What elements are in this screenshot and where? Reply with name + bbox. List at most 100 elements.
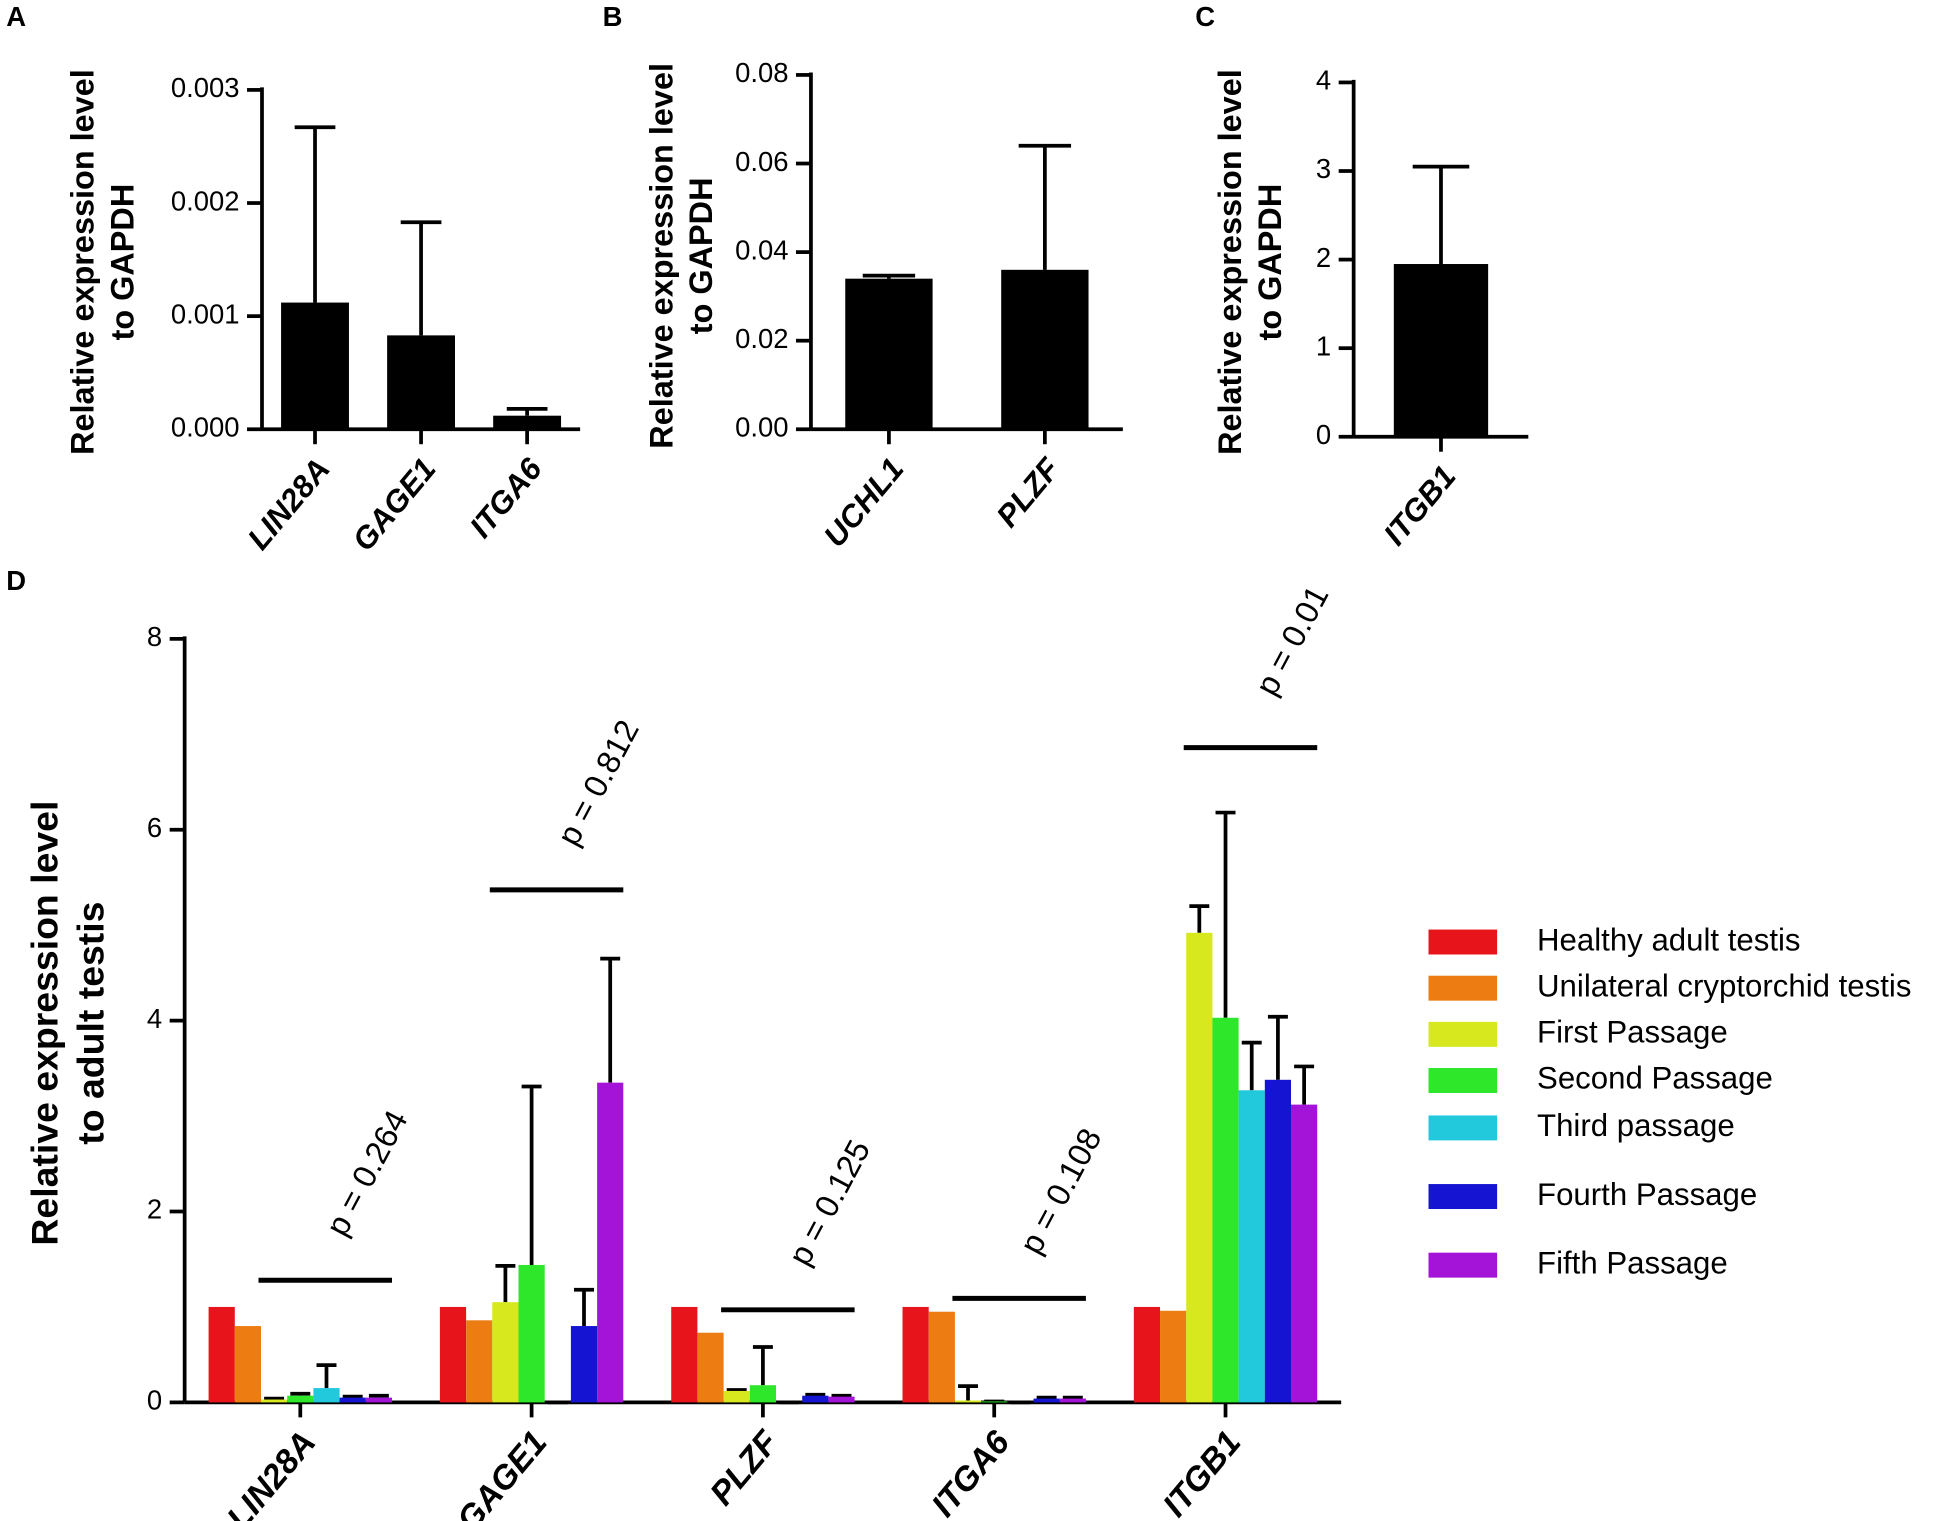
bar — [339, 1397, 366, 1403]
x-tick-label: UCHL1 — [817, 451, 911, 553]
bar — [1238, 1090, 1265, 1403]
panel-label: B — [603, 1, 623, 32]
x-tick-label: ITGA6 — [925, 1424, 1017, 1521]
panel-label: C — [1195, 1, 1215, 32]
bar — [493, 415, 562, 430]
x-tick-label: ITGA6 — [463, 451, 549, 544]
bar — [570, 1326, 598, 1403]
x-tick-label: ITGB1 — [1377, 459, 1463, 552]
bar — [466, 1320, 493, 1403]
panel-label: A — [6, 1, 26, 32]
y-axis-label: to adult testis — [69, 902, 111, 1145]
y-axis-label: to GAPDH — [683, 177, 719, 334]
bar — [828, 1396, 855, 1403]
bar — [234, 1326, 261, 1403]
legend-swatch — [1428, 929, 1498, 955]
legend-label: Second Passage — [1537, 1061, 1773, 1096]
legend-label: Fifth Passage — [1537, 1245, 1728, 1280]
bar — [697, 1332, 724, 1403]
bar — [492, 1302, 519, 1403]
x-tick-label: LIN28A — [241, 451, 337, 556]
bar — [928, 1311, 955, 1403]
legend-label: Healthy adult testis — [1537, 922, 1800, 957]
legend-swatch — [1428, 1184, 1498, 1210]
bar — [313, 1388, 340, 1403]
bar — [749, 1385, 777, 1403]
y-axis-label: to GAPDH — [1252, 184, 1288, 341]
legend-swatch — [1428, 1068, 1498, 1093]
bar — [723, 1390, 750, 1403]
x-tick-label: PLZF — [703, 1423, 786, 1512]
y-tick-label: 1 — [1316, 330, 1331, 361]
bar — [287, 1395, 314, 1403]
bar — [208, 1306, 235, 1403]
bar — [1001, 269, 1089, 430]
x-tick-label: LIN28A — [220, 1424, 323, 1521]
y-axis-label: to GAPDH — [104, 184, 140, 341]
y-tick-label: 4 — [147, 1003, 162, 1034]
x-tick-label: GAGE1 — [346, 451, 443, 557]
bar — [1133, 1306, 1161, 1403]
p-value: p = 0.264 — [319, 1104, 415, 1241]
legend-swatch — [1428, 975, 1498, 1001]
legend-label: Third passage — [1537, 1108, 1735, 1143]
y-tick-label: 0.04 — [735, 234, 788, 265]
bar — [1212, 1017, 1239, 1403]
bar — [1393, 264, 1489, 437]
p-value: p = 0.108 — [1013, 1123, 1109, 1260]
bar — [1186, 932, 1213, 1403]
bar — [902, 1306, 929, 1403]
y-tick-label: 0.002 — [171, 185, 240, 216]
bar — [954, 1400, 982, 1403]
y-tick-label: 0 — [1316, 419, 1331, 450]
y-axis-label: Relative expression level — [643, 63, 679, 449]
p-value: p = 0.125 — [782, 1134, 878, 1271]
y-tick-label: 0.08 — [735, 57, 788, 88]
p-value: p = 0.01 — [1248, 580, 1335, 701]
bar — [387, 335, 455, 430]
y-tick-label: 0 — [147, 1385, 162, 1416]
y-tick-label: 6 — [147, 812, 162, 843]
bar — [597, 1082, 624, 1403]
legend-label: Fourth Passage — [1537, 1177, 1757, 1212]
bar — [281, 302, 349, 430]
y-tick-label: 2 — [147, 1194, 162, 1225]
y-tick-label: 0.000 — [171, 412, 240, 443]
bar — [260, 1399, 288, 1403]
y-tick-label: 3 — [1316, 153, 1331, 184]
y-tick-label: 0.06 — [735, 146, 788, 177]
legend-swatch — [1428, 1021, 1498, 1047]
bar — [1033, 1398, 1060, 1403]
bar — [1264, 1079, 1292, 1403]
bar — [1291, 1104, 1318, 1403]
y-tick-label: 8 — [147, 621, 162, 652]
y-axis-label: Relative expression level — [64, 69, 100, 455]
panel-label: D — [6, 565, 26, 596]
legend-swatch — [1428, 1115, 1498, 1141]
y-tick-label: 0.02 — [735, 323, 788, 354]
y-tick-label: 0.003 — [171, 72, 240, 103]
bar — [981, 1401, 1008, 1403]
y-tick-label: 0.001 — [171, 298, 240, 329]
x-tick-label: PLZF — [990, 451, 1068, 534]
bar — [671, 1306, 698, 1403]
legend-label: First Passage — [1537, 1015, 1728, 1050]
y-axis-label: Relative expression level — [23, 801, 65, 1246]
bar — [518, 1264, 545, 1403]
legend-swatch — [1428, 1252, 1498, 1278]
bar — [1059, 1398, 1086, 1403]
bar — [802, 1395, 829, 1403]
y-tick-label: 2 — [1316, 242, 1331, 273]
x-tick-label: GAGE1 — [450, 1424, 554, 1521]
y-tick-label: 4 — [1316, 65, 1331, 96]
p-value: p = 0.812 — [550, 714, 646, 851]
y-tick-label: 0.00 — [735, 412, 788, 443]
bar — [439, 1306, 467, 1403]
y-axis-label: Relative expression level — [1212, 69, 1248, 455]
bar — [365, 1397, 392, 1403]
legend-label: Unilateral cryptorchid testis — [1537, 968, 1911, 1003]
x-tick-label: ITGB1 — [1156, 1424, 1248, 1521]
bar — [845, 278, 933, 430]
bar — [1160, 1310, 1187, 1403]
